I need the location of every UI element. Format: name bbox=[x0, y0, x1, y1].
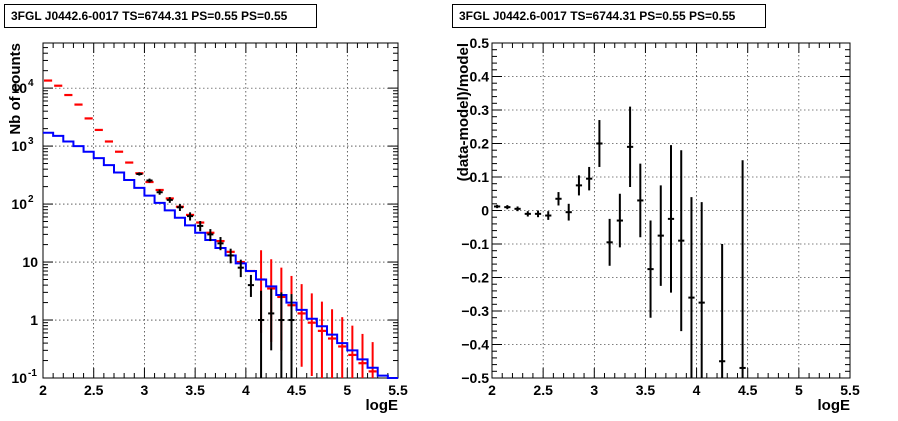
plot-frame bbox=[42, 42, 399, 379]
x-tick-label: 4.5 bbox=[738, 382, 758, 398]
left-plot-title: 3FGL J0442.6-0017 TS=6744.31 PS=0.55 PS=… bbox=[4, 4, 317, 28]
x-tick-label: 2 bbox=[39, 382, 47, 398]
y-tick-label: −0.1 bbox=[461, 236, 489, 252]
x-tick-label: 4 bbox=[693, 382, 701, 398]
x-tick-label: 5 bbox=[795, 382, 803, 398]
y-tick-exponent: 4 bbox=[28, 78, 34, 89]
y-tick-label: 0.2 bbox=[470, 136, 490, 152]
y-tick-label: 0.1 bbox=[470, 169, 490, 185]
x-tick-label: 3.5 bbox=[185, 382, 205, 398]
x-tick-label: 5.5 bbox=[840, 382, 860, 398]
y-tick-label: 0.5 bbox=[470, 35, 490, 51]
y-axis-title: (data-model)/model bbox=[455, 43, 472, 181]
y-tick-label: 10 bbox=[11, 138, 27, 154]
y-tick-exponent: 2 bbox=[28, 194, 34, 205]
x-tick-label: 3.5 bbox=[636, 382, 656, 398]
y-tick-exponent: 3 bbox=[28, 136, 34, 147]
model-step-line bbox=[43, 131, 398, 379]
y-tick-label: 10 bbox=[22, 254, 38, 270]
x-tick-label: 3 bbox=[590, 382, 598, 398]
y-tick-label: 10 bbox=[11, 370, 27, 386]
y-tick-label: −0.2 bbox=[461, 270, 489, 286]
y-tick-label: 0.3 bbox=[470, 102, 490, 118]
y-tick-label: 10 bbox=[11, 196, 27, 212]
y-tick-label: −0.3 bbox=[461, 303, 489, 319]
y-tick-label: 0.4 bbox=[470, 69, 490, 85]
x-tick-label: 2 bbox=[488, 382, 496, 398]
y-axis-title: Nb of counts bbox=[7, 43, 24, 135]
x-tick-label: 4 bbox=[242, 382, 250, 398]
x-axis-title: logE bbox=[818, 397, 851, 414]
x-tick-label: 2.5 bbox=[84, 382, 104, 398]
x-tick-label: 2.5 bbox=[533, 382, 553, 398]
y-tick-label: 1 bbox=[30, 312, 38, 328]
x-tick-label: 5.5 bbox=[388, 382, 408, 398]
y-tick-label: 0 bbox=[481, 203, 489, 219]
residuals-chart: 2 2.5 3 3.5 4 4.5 5 5.5 −0.5 −0.4 −0.3 −0.2 −0.1 0 0.1… bbox=[455, 35, 860, 414]
x-tick-label: 3 bbox=[141, 382, 149, 398]
y-tick-label: −0.5 bbox=[461, 370, 489, 386]
y-tick-label: 10 bbox=[11, 80, 27, 96]
right-plot-title: 3FGL J0442.6-0017 TS=6744.31 PS=0.55 PS=… bbox=[452, 4, 766, 28]
y-tick-label: −0.4 bbox=[461, 337, 489, 353]
x-tick-label: 5 bbox=[343, 382, 351, 398]
y-tick-exponent: -1 bbox=[28, 368, 37, 379]
x-axis-title: logE bbox=[366, 397, 399, 414]
x-tick-label: 4.5 bbox=[287, 382, 307, 398]
